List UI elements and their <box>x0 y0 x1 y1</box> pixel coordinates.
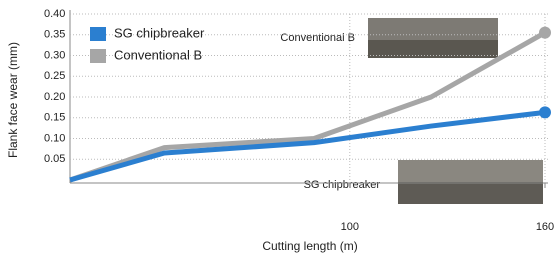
y-tick-label: 0.05 <box>44 153 65 165</box>
legend-swatch <box>90 27 106 41</box>
x-tick-label: 100 <box>341 221 359 233</box>
legend-label: SG chipbreaker <box>114 25 205 40</box>
photo-sg-shade <box>398 182 543 204</box>
y-tick-label: 0.40 <box>44 8 65 20</box>
y-tick-label: 0.25 <box>44 70 65 82</box>
y-axis-label: Flank face wear (mm) <box>6 42 20 158</box>
y-tick-label: 0.30 <box>44 49 65 61</box>
annotation: SG chipbreaker <box>304 179 381 191</box>
x-axis-label: Cutting length (m) <box>262 239 357 253</box>
y-tick-label: 0.15 <box>44 112 65 124</box>
y-tick-label: 0.35 <box>44 29 65 41</box>
legend-swatch <box>90 49 106 63</box>
end-marker <box>539 106 551 118</box>
legend-label: Conventional B <box>114 47 202 62</box>
end-marker <box>539 27 551 39</box>
y-tick-label: 0.10 <box>44 132 65 144</box>
x-tick-label: 160 <box>536 221 554 233</box>
y-tick-label: 0.20 <box>44 91 65 103</box>
annotation: Conventional B <box>280 32 355 44</box>
chart: Conventional B SG chipbreaker Cutting le… <box>0 0 557 260</box>
